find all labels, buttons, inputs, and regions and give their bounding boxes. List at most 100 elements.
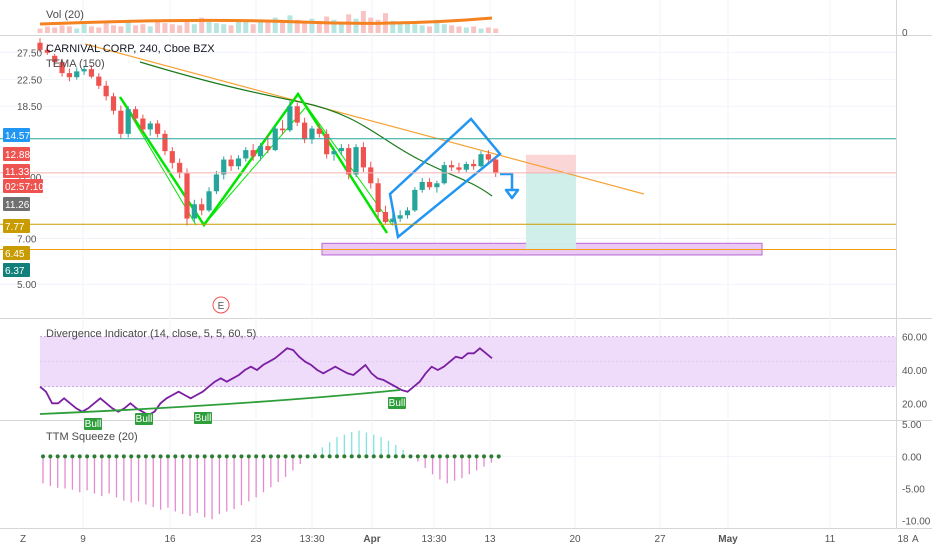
volume-bar [103,23,109,33]
price-tag-text: 12.88 [5,150,30,161]
candle-body [404,210,411,216]
blue-channel [388,117,502,240]
volume-bar [258,19,263,33]
divergence-label: Divergence Indicator (14, close, 5, 5, 6… [46,328,256,340]
vol-label: Vol (20) [46,9,84,21]
candle-body [390,218,396,222]
ttm-dot [401,454,406,459]
candle-body [147,123,153,130]
date-label: 16 [164,534,176,545]
ttm-dot [335,454,339,459]
ttm-dot [445,454,450,459]
price-tick-label: 22.50 [17,76,42,87]
date-label: 18 [897,534,909,545]
candle-body [419,181,425,190]
ttm-dot [437,454,442,459]
volume-bar [37,28,43,33]
volume-bar [427,26,433,33]
volume-bar [44,26,50,33]
ttm-dot [482,454,486,459]
ttm-dot [143,454,148,459]
date-label: 13:30 [299,534,324,545]
candle-body [191,204,197,219]
price-tick-label: 7.00 [17,234,37,245]
bull-badge [388,397,406,409]
candle-body [360,147,366,168]
date-label: Apr [363,534,380,545]
volume-bar [111,25,116,33]
rsi-tick-label: 40.00 [902,366,927,377]
volume-bar [96,27,102,33]
candle-body [353,147,359,175]
date-label: 20 [569,534,581,545]
ttm-dot [489,454,494,459]
volume-bar [302,22,308,33]
ttm-dot [55,454,60,459]
candle-body [316,128,322,134]
date-label: 27 [654,534,666,545]
volume-bar [309,18,315,33]
candle-body [96,76,102,86]
volume-bar [405,23,410,33]
volume-bar [434,19,440,33]
corner-left-label: Z [20,534,26,545]
ttm-dot [129,454,134,459]
ttm-dot [393,454,398,459]
ttm-dot [210,454,215,459]
ttm-dot [92,454,97,459]
ttm-dot [474,454,479,459]
candle-body [382,212,389,222]
ttm-dot [408,454,413,459]
volume-bar [265,22,271,33]
ttm-dot [77,454,82,459]
candle-body [294,106,300,123]
volume-bar [118,26,124,33]
stop-loss-box [526,154,576,173]
ttm-dot [70,454,75,459]
volume-bar [390,20,396,33]
ttm-dot [371,454,376,459]
ttm-dot [202,454,207,459]
volume-bar [133,25,139,33]
price-tag [3,197,30,211]
ttm-dot [165,454,170,459]
volume-bar [397,22,403,33]
bull-badge [135,413,153,425]
ttm-dot [261,454,266,459]
take-profit-box [526,172,576,250]
down-arrow-icon [500,172,520,200]
ttm-dot [305,454,310,459]
candle-body [324,133,330,155]
date-label: 11 [825,534,836,545]
volume-bar [324,16,330,33]
candle-body [287,106,293,131]
wedge-line-outer [118,91,389,234]
price-tag-text: 6.45 [5,249,25,260]
volume-bar [471,26,477,33]
price-tag [3,128,30,142]
volume-bar [191,24,197,33]
candle-body [368,167,374,184]
divergence-panel: Bull Bull Bull Bull [39,336,896,430]
date-label: May [718,534,738,545]
ttm-dot [114,454,119,459]
orange-trendline [84,43,645,195]
candle-body [456,167,462,170]
rsi-tick-label: 60.00 [902,333,927,344]
candle-body [221,159,227,175]
candle-body [110,96,117,111]
ttm-dot [188,454,192,459]
price-tag [3,147,30,161]
candle-body [206,191,212,211]
ttm-dot [136,454,141,459]
ttm-dot [85,454,90,459]
volume-bar [441,24,447,33]
candle-body [412,189,418,211]
volume-bar [316,20,322,33]
candle-body [279,128,286,131]
ttm-dot [312,454,317,459]
candle-body [441,165,447,184]
candle-body [74,71,80,78]
price-tag [3,246,30,260]
candle-body [228,159,234,167]
